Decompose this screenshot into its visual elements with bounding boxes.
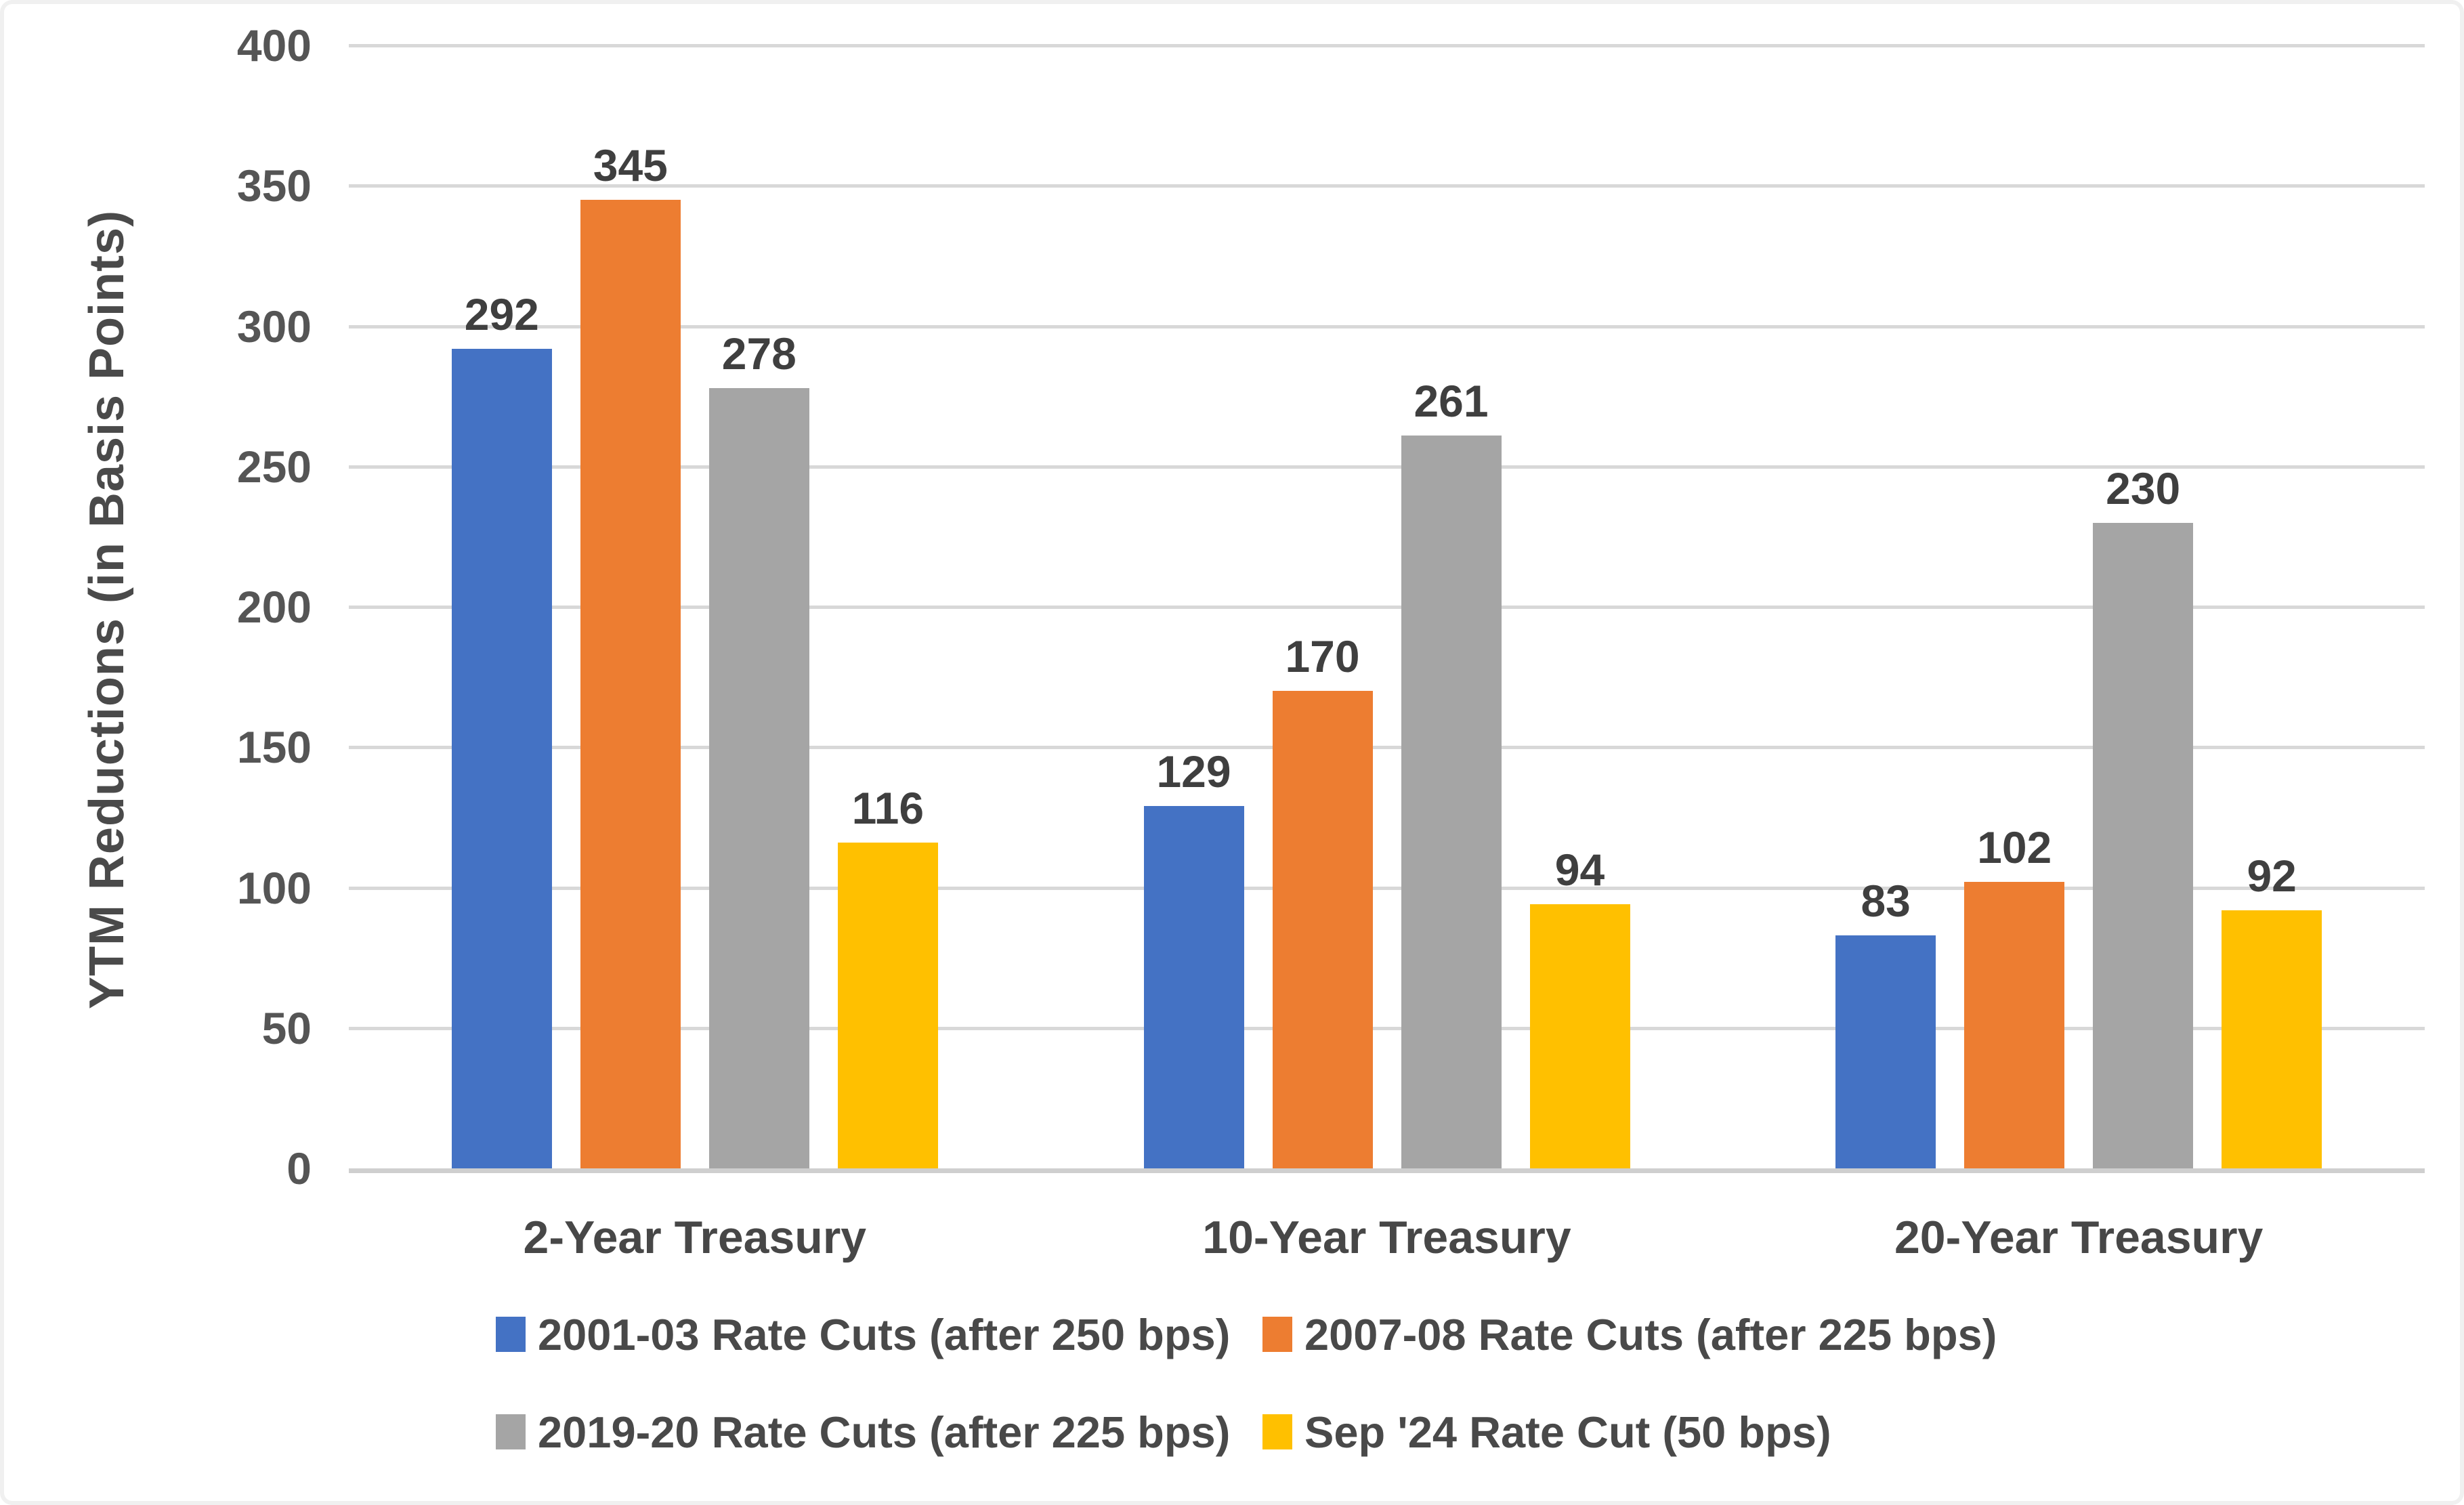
bar-groups: 292 345 278 116 129 170 261 94 83 102 230 92 <box>349 45 2425 1168</box>
bar-value-label: 170 <box>1285 631 1360 682</box>
bar-value-label: 102 <box>1977 822 2052 873</box>
bar <box>1401 436 1502 1168</box>
bar-column: 230 <box>2093 45 2194 1168</box>
gridline-0 <box>349 1168 2425 1173</box>
legend-marker-icon <box>496 1414 526 1449</box>
legend-label: 2019-20 Rate Cuts (after 225 bps) <box>538 1407 1231 1457</box>
legend-marker-icon <box>1262 1414 1292 1449</box>
bar-value-label: 278 <box>721 328 796 379</box>
y-tick-label-350: 350 <box>236 161 312 211</box>
bar <box>1835 935 1936 1168</box>
y-tick-label-200: 200 <box>236 582 312 632</box>
bar-column: 92 <box>2222 45 2322 1168</box>
gridline-200 <box>349 606 2425 609</box>
gridline-100 <box>349 886 2425 890</box>
gridline-50 <box>349 1026 2425 1030</box>
bar-column: 83 <box>1835 45 1936 1168</box>
legend-label: 2001-03 Rate Cuts (after 250 bps) <box>538 1309 1231 1359</box>
bar-group-3: 83 102 230 92 <box>1733 45 2425 1168</box>
plot-area: 292 345 278 116 129 170 261 94 83 102 230 92 <box>349 44 2425 1173</box>
bar <box>1143 806 1244 1168</box>
gridline-400 <box>349 44 2425 47</box>
legend-label: Sep '24 Rate Cut (50 bps) <box>1304 1407 1831 1457</box>
bar <box>2093 522 2194 1168</box>
bar <box>580 199 681 1168</box>
bar-column: 278 <box>708 45 809 1168</box>
y-tick-label-400: 400 <box>236 20 312 70</box>
legend-item: 2007-08 Rate Cuts (after 225 bps) <box>1262 1300 1997 1368</box>
gridline-350 <box>349 184 2425 188</box>
bar-value-label: 83 <box>1861 875 1911 926</box>
y-tick-label-250: 250 <box>236 441 312 492</box>
bar-group-1: 292 345 278 116 <box>349 45 1041 1168</box>
bar-value-label: 345 <box>593 140 668 190</box>
bar-value-label: 116 <box>851 783 925 834</box>
bar-value-label: 261 <box>1414 376 1489 427</box>
bar-value-label: 129 <box>1156 746 1231 797</box>
legend-marker-icon <box>1262 1317 1292 1352</box>
bar-value-label: 94 <box>1554 845 1605 895</box>
gridline-150 <box>349 746 2425 750</box>
bar <box>1964 882 2065 1168</box>
bar <box>451 348 552 1168</box>
legend: 2001-03 Rate Cuts (after 250 bps) 2007-08… <box>496 1300 1997 1466</box>
bar-column: 170 <box>1272 45 1373 1168</box>
gridline-250 <box>349 465 2425 469</box>
bar <box>837 843 938 1168</box>
y-tick-label-150: 150 <box>236 722 312 773</box>
legend-item: 2001-03 Rate Cuts (after 250 bps) <box>496 1300 1262 1368</box>
bar-column: 94 <box>1529 45 1630 1168</box>
bar <box>1272 691 1373 1168</box>
x-axis-labels: 2-Year Treasury 10-Year Treasury 20-Year T… <box>349 1211 2425 1264</box>
bar <box>708 387 809 1168</box>
bar-group-2: 129 170 261 94 <box>1041 45 1733 1168</box>
bar <box>1529 904 1630 1168</box>
gridline-300 <box>349 324 2425 328</box>
bar-column: 102 <box>1964 45 2065 1168</box>
y-tick-label-100: 100 <box>236 862 312 913</box>
bar-column: 292 <box>451 45 552 1168</box>
bar-column: 345 <box>580 45 681 1168</box>
legend-marker-icon <box>496 1317 526 1352</box>
y-tick-label-50: 50 <box>261 1002 312 1053</box>
bar-column: 129 <box>1143 45 1244 1168</box>
legend-item: 2019-20 Rate Cuts (after 225 bps) <box>496 1398 1262 1466</box>
y-axis-ticks: 0 50 100 150 200 250 300 350 400 <box>0 23 312 1191</box>
bar-value-label: 92 <box>2247 850 2297 901</box>
legend-item: Sep '24 Rate Cut (50 bps) <box>1262 1398 1997 1466</box>
bar-column: 261 <box>1401 45 1502 1168</box>
bar-value-label: 230 <box>2106 463 2181 513</box>
x-axis-label: 10-Year Treasury <box>1202 1212 1571 1263</box>
bar-column: 116 <box>837 45 938 1168</box>
y-tick-label-300: 300 <box>236 301 312 352</box>
x-axis-label: 2-Year Treasury <box>523 1212 867 1263</box>
bar-value-label: 292 <box>464 289 539 339</box>
legend-label: 2007-08 Rate Cuts (after 225 bps) <box>1304 1309 1997 1359</box>
y-tick-label-0: 0 <box>286 1143 312 1193</box>
bar <box>2222 910 2322 1168</box>
x-axis-label: 20-Year Treasury <box>1894 1212 2264 1263</box>
